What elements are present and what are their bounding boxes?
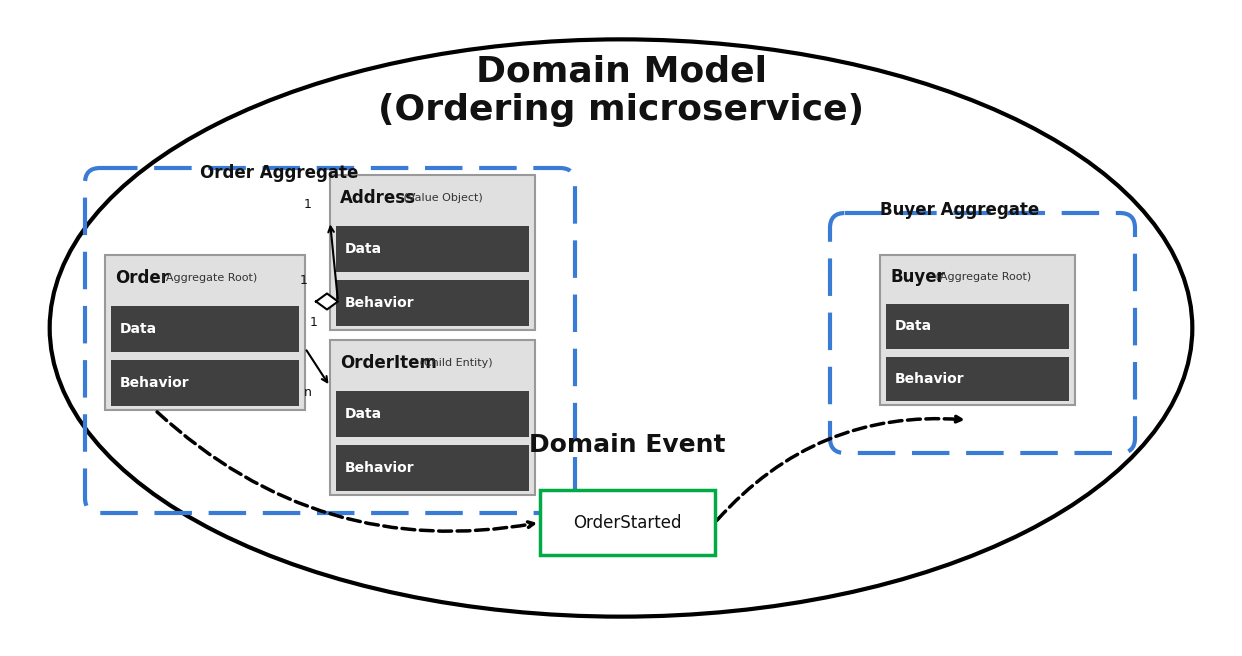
Text: Data: Data [345,241,383,256]
FancyBboxPatch shape [106,255,306,410]
Text: Order: Order [116,269,169,287]
Text: 1: 1 [310,316,318,329]
FancyBboxPatch shape [337,390,529,437]
Text: (Ordering microservice): (Ordering microservice) [378,93,864,127]
FancyBboxPatch shape [337,445,529,491]
Text: Order Aggregate: Order Aggregate [200,164,359,182]
FancyBboxPatch shape [540,490,715,555]
FancyBboxPatch shape [886,304,1069,348]
Text: Data: Data [895,319,933,333]
Text: Data: Data [120,321,158,336]
Text: Buyer: Buyer [891,268,945,287]
Polygon shape [315,293,338,310]
Text: Behavior: Behavior [120,376,190,390]
FancyBboxPatch shape [111,359,299,406]
FancyBboxPatch shape [330,175,535,330]
Text: Behavior: Behavior [345,461,415,475]
Text: OrderItem: OrderItem [340,354,437,372]
FancyBboxPatch shape [330,340,535,495]
FancyBboxPatch shape [886,356,1069,401]
Text: 1: 1 [304,197,312,211]
Text: (Aggregate Root): (Aggregate Root) [158,274,257,283]
Text: Behavior: Behavior [895,372,965,386]
FancyBboxPatch shape [337,279,529,326]
Text: n: n [304,386,312,400]
FancyBboxPatch shape [337,226,529,272]
Text: (Value Object): (Value Object) [400,194,482,203]
Text: OrderStarted: OrderStarted [574,514,682,531]
Text: (Child Entity): (Child Entity) [416,358,493,368]
Text: Data: Data [345,407,383,420]
FancyBboxPatch shape [881,255,1076,405]
Text: Domain Model: Domain Model [476,55,766,89]
Text: (Aggregate Root): (Aggregate Root) [933,272,1032,283]
Text: Buyer Aggregate: Buyer Aggregate [881,201,1040,219]
Text: 1: 1 [301,274,308,287]
FancyBboxPatch shape [111,306,299,352]
Text: Behavior: Behavior [345,296,415,310]
Text: Address: Address [340,189,416,207]
Text: Domain Event: Domain Event [529,433,725,457]
